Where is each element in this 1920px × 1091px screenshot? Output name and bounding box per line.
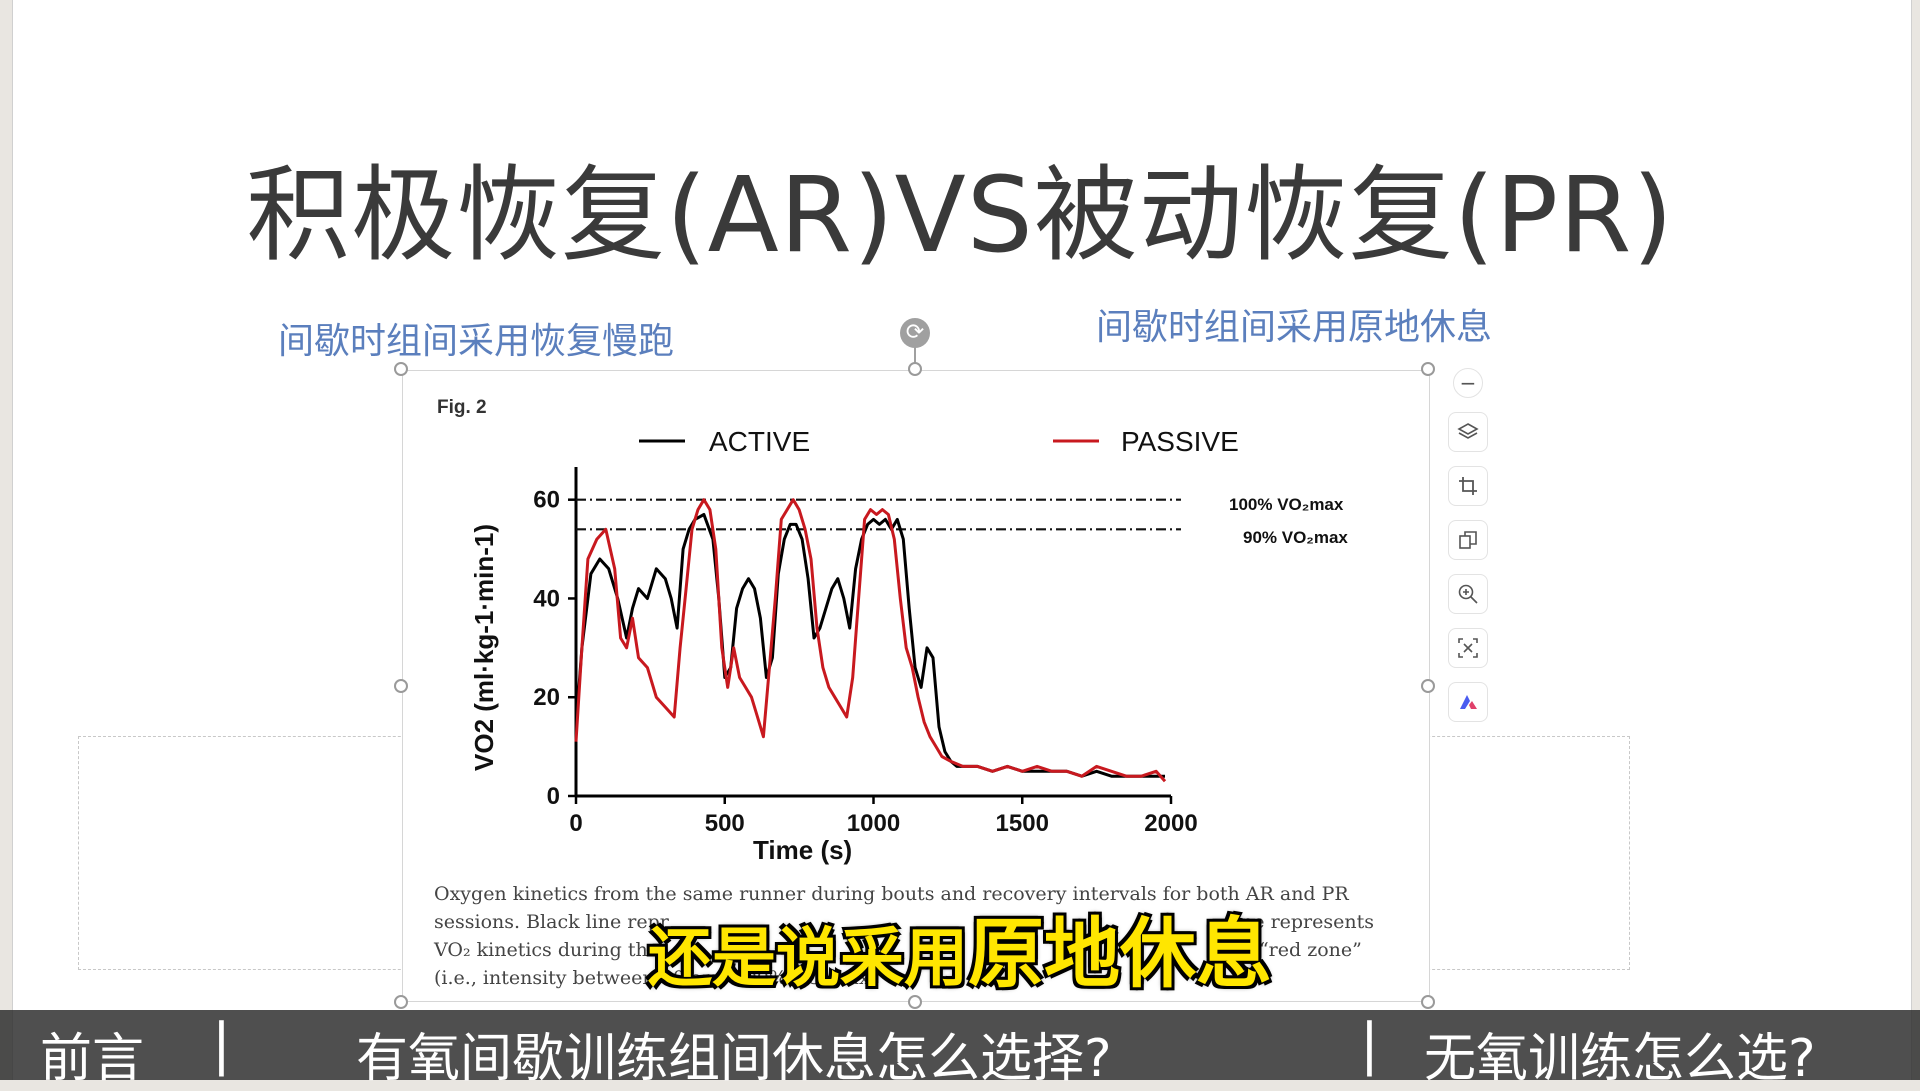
caption-line-2-start: sessions. Black line repr <box>434 911 669 933</box>
y-axis-title: VO2 (ml·kg-1·min-1) <box>469 524 499 771</box>
chapter-intro[interactable]: 前言 <box>40 1029 145 1089</box>
video-subtitle: 还是说采用原地休息 <box>0 892 1920 1002</box>
zoom-in-icon[interactable] <box>1448 574 1488 614</box>
legend-active-label: ACTIVE <box>709 426 810 457</box>
series-line-active <box>574 513 1165 778</box>
layers-icon[interactable] <box>1448 412 1488 452</box>
series-line-passive <box>574 498 1167 783</box>
rotate-handle-icon[interactable]: ⟳ <box>900 318 930 348</box>
resize-handle-tr[interactable] <box>1421 362 1435 376</box>
right-label: 间歇时组间采用原地休息 <box>1096 307 1493 348</box>
x-tick-label-0: 0 <box>569 810 582 837</box>
subtitle-part1: 还是说采用 <box>648 922 968 996</box>
x-tick-label-1000: 1000 <box>847 810 900 837</box>
slide-title: 积极恢复(AR)VS被动恢复(PR) <box>246 154 1674 276</box>
caption-line-1: Oxygen kinetics from the same runner dur… <box>434 883 1349 905</box>
y-tick-label-40: 40 <box>533 585 560 612</box>
figure-image[interactable]: Fig. 2 ACTIVE PASSIVE 0 500 1000 1500 2000 0 2… <box>402 370 1430 1002</box>
fig-label: Fig. 2 <box>437 397 487 418</box>
caption-line-4: (i.e., intensity between 90 and 100% VO₂… <box>434 967 878 989</box>
chapter-separator-2: | <box>1360 1012 1379 1077</box>
x-tick-label-500: 500 <box>705 810 745 837</box>
x-axis-title: Time (s) <box>753 835 852 865</box>
ai-assistant-icon[interactable] <box>1448 682 1488 722</box>
subtitle-part2: 原地休息 <box>968 909 1272 998</box>
crop-icon[interactable] <box>1448 466 1488 506</box>
legend-passive-label: PASSIVE <box>1121 426 1239 457</box>
x-tick-label-1500: 1500 <box>996 810 1049 837</box>
x-tick-label-2000: 2000 <box>1144 810 1197 837</box>
resize-handle-ml[interactable] <box>394 679 408 693</box>
resize-handle-tm[interactable] <box>908 362 922 376</box>
y-tick-label-60: 60 <box>533 487 560 514</box>
caption-line-2-end: line represents <box>1228 911 1374 933</box>
chapter-anaerobic[interactable]: 无氧训练怎么选? <box>1424 1029 1816 1089</box>
caption-line-2: sessions. Black line repr line represents <box>434 908 1404 936</box>
copy-icon[interactable] <box>1448 520 1488 560</box>
select-text-icon[interactable] <box>1448 628 1488 668</box>
resize-handle-mr[interactable] <box>1421 679 1435 693</box>
chapter-aerobic[interactable]: 有氧间歇训练组间休息怎么选择? <box>356 1029 1112 1089</box>
resize-handle-bm[interactable] <box>908 995 922 1009</box>
minus-icon[interactable]: − <box>1453 368 1483 398</box>
resize-handle-br[interactable] <box>1421 995 1435 1009</box>
ref-label-90: 90% VO₂max <box>1243 528 1348 547</box>
ref-label-100: 100% VO₂max <box>1229 495 1344 514</box>
resize-handle-tl[interactable] <box>394 362 408 376</box>
left-label: 间歇时组间采用恢复慢跑 <box>278 321 675 362</box>
rotate-stem <box>914 346 916 368</box>
y-tick-label-20: 20 <box>533 684 560 711</box>
y-tick-label-0: 0 <box>547 783 560 810</box>
chapter-separator-1: | <box>212 1012 231 1077</box>
caption-line-3-end: “red zone” <box>1258 939 1362 961</box>
plot-area: 0 500 1000 1500 2000 0 20 40 60 <box>533 467 1198 837</box>
image-side-toolbar: − <box>1448 368 1492 736</box>
caption-line-3: VO₂ kinetics during the “red zone” <box>434 936 1404 964</box>
resize-handle-bl[interactable] <box>394 995 408 1009</box>
chapter-bar: 前言 | 有氧间歇训练组间休息怎么选择? | 无氧训练怎么选? <box>0 1010 1920 1089</box>
figure-svg: Fig. 2 ACTIVE PASSIVE 0 500 1000 1500 2000 0 2… <box>437 397 1348 865</box>
caption-line-3-start: VO₂ kinetics during the <box>434 939 659 961</box>
figure-caption: Oxygen kinetics from the same runner dur… <box>434 880 1404 992</box>
